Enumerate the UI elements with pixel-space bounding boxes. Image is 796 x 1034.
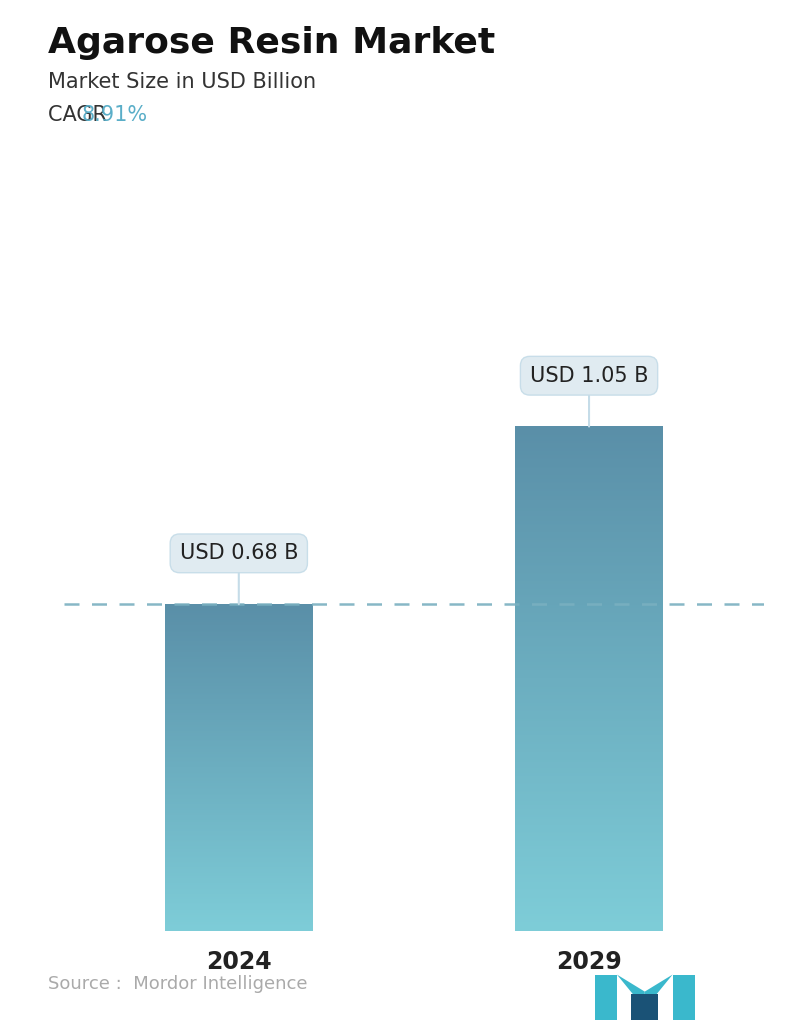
Text: 8.91%: 8.91% [82, 105, 148, 125]
Polygon shape [645, 974, 673, 1009]
Polygon shape [673, 974, 695, 1020]
Text: USD 0.68 B: USD 0.68 B [180, 543, 298, 604]
Text: CAGR: CAGR [48, 105, 113, 125]
Text: Market Size in USD Billion: Market Size in USD Billion [48, 72, 316, 92]
Polygon shape [631, 995, 658, 1020]
Polygon shape [617, 974, 645, 1009]
Text: Source :  Mordor Intelligence: Source : Mordor Intelligence [48, 975, 307, 993]
Polygon shape [595, 974, 617, 1020]
Text: Agarose Resin Market: Agarose Resin Market [48, 26, 495, 60]
Text: USD 1.05 B: USD 1.05 B [530, 366, 648, 426]
